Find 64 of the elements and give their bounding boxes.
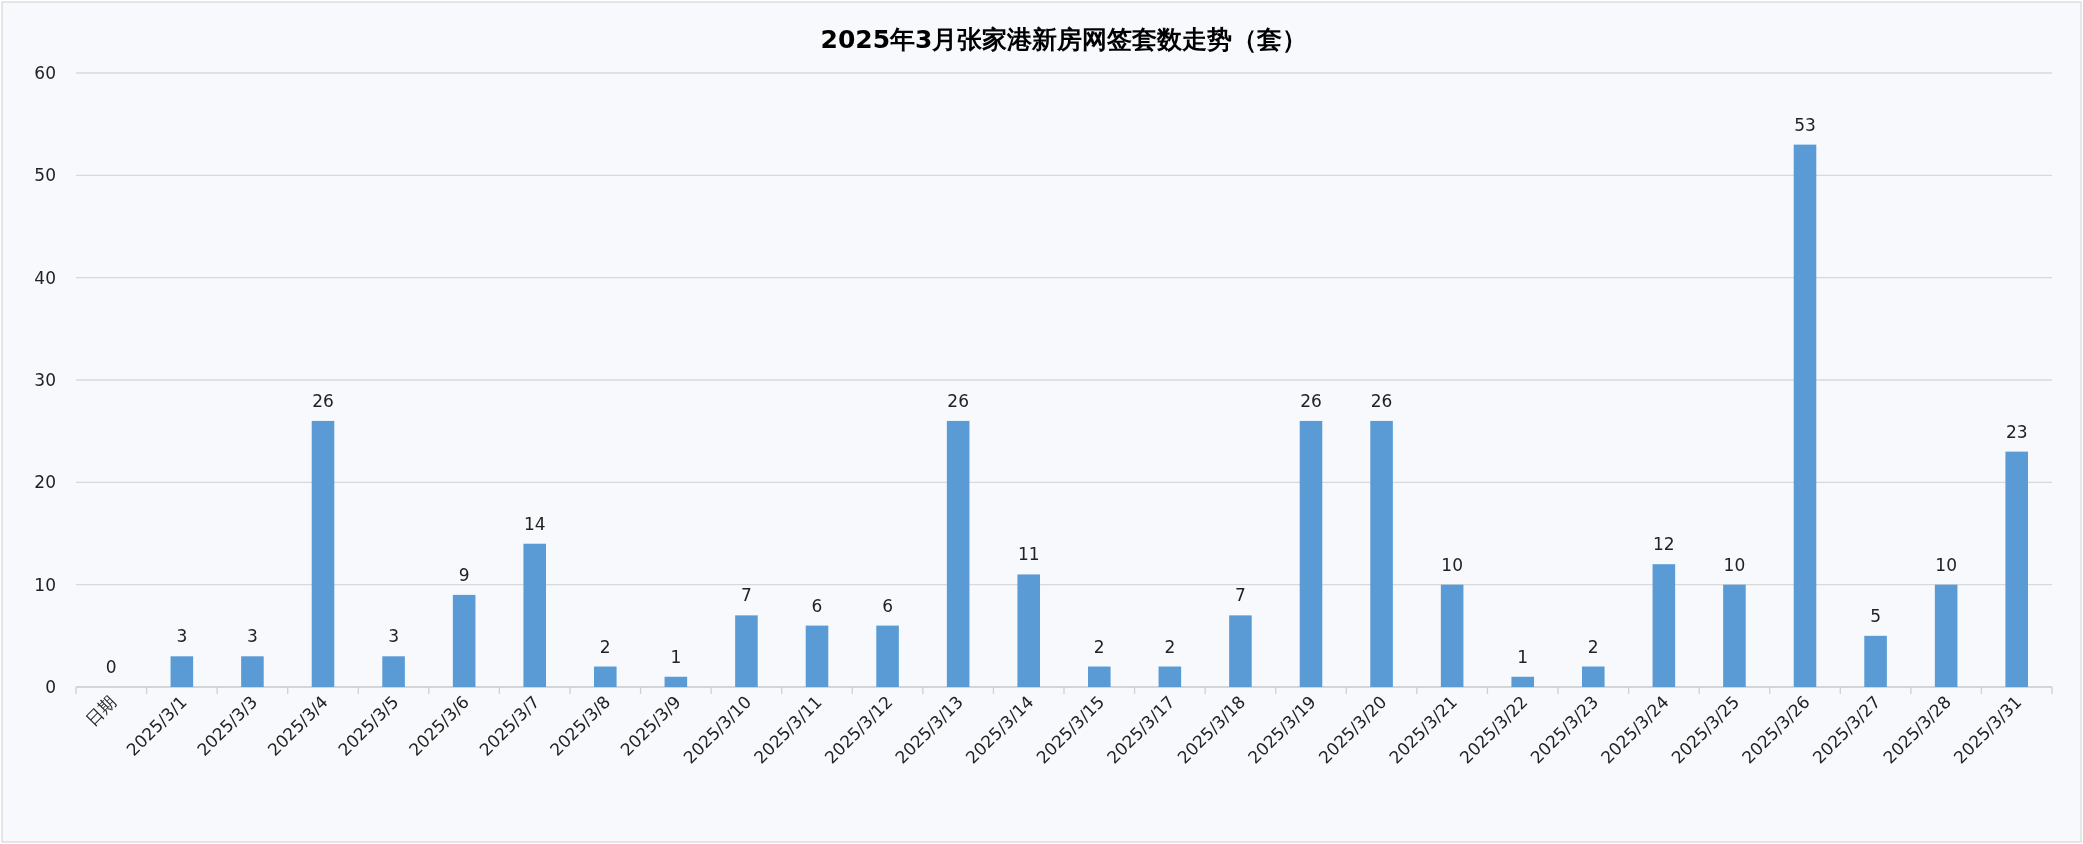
bar	[170, 656, 194, 687]
data-label: 10	[1441, 554, 1463, 575]
bar	[2005, 451, 2028, 687]
bar	[1581, 666, 1605, 687]
bar	[1511, 676, 1534, 687]
bar	[735, 615, 758, 687]
bar	[664, 676, 688, 687]
y-tick-label: 50	[34, 165, 56, 186]
data-label: 2	[1093, 636, 1105, 657]
data-label: 14	[523, 513, 546, 534]
y-tick-label: 30	[34, 370, 56, 390]
bar	[241, 656, 264, 687]
bar	[876, 625, 899, 687]
x-tick-label: 日期	[81, 691, 121, 730]
bar	[805, 625, 829, 687]
bar	[1864, 635, 1887, 687]
bar	[1087, 666, 1111, 687]
bar	[452, 594, 476, 687]
bar	[1299, 420, 1323, 687]
bar	[1440, 584, 1464, 687]
data-label: 3	[388, 626, 399, 647]
y-tick-label: 0	[45, 677, 56, 697]
bar	[1370, 420, 1393, 687]
y-tick-label: 20	[34, 472, 56, 493]
data-label: 2	[1587, 636, 1599, 657]
bar	[311, 420, 335, 687]
bar	[1934, 584, 1958, 687]
data-label: 53	[1794, 114, 1816, 135]
chart-title: 2025年3月张家港新房网签套数走势（套）	[820, 25, 1308, 54]
bar	[1158, 666, 1182, 687]
bar	[946, 420, 970, 687]
data-label: 26	[312, 390, 334, 411]
bar	[1652, 564, 1676, 687]
bar	[1229, 615, 1252, 687]
data-label: 7	[1235, 585, 1246, 606]
data-label: 1	[670, 646, 682, 667]
data-label: 26	[947, 390, 969, 411]
data-label: 6	[882, 595, 893, 616]
y-tick-label: 10	[34, 574, 56, 595]
data-label: 12	[1653, 534, 1675, 555]
bar	[1793, 144, 1817, 687]
data-label: 10	[1723, 554, 1746, 575]
y-tick-label: 40	[34, 267, 56, 288]
data-label: 3	[247, 626, 258, 647]
data-label: 5	[1870, 605, 1881, 626]
data-label: 0	[105, 657, 117, 677]
data-label: 3	[176, 626, 188, 647]
data-label: 7	[741, 585, 752, 606]
bar	[1017, 574, 1040, 687]
data-label: 23	[2005, 421, 2028, 442]
data-label: 1	[1517, 646, 1529, 667]
y-tick-label: 60	[34, 63, 56, 83]
data-label: 26	[1300, 390, 1322, 411]
bar	[1723, 584, 1746, 687]
data-label: 2	[599, 636, 611, 657]
bar	[523, 543, 547, 687]
data-label: 11	[1017, 544, 1040, 565]
bar	[382, 656, 405, 687]
data-label: 6	[811, 595, 823, 616]
data-label: 26	[1370, 390, 1393, 411]
bar	[593, 666, 617, 687]
data-label: 9	[458, 564, 470, 585]
data-label: 10	[1935, 554, 1957, 575]
data-label: 2	[1164, 636, 1176, 657]
